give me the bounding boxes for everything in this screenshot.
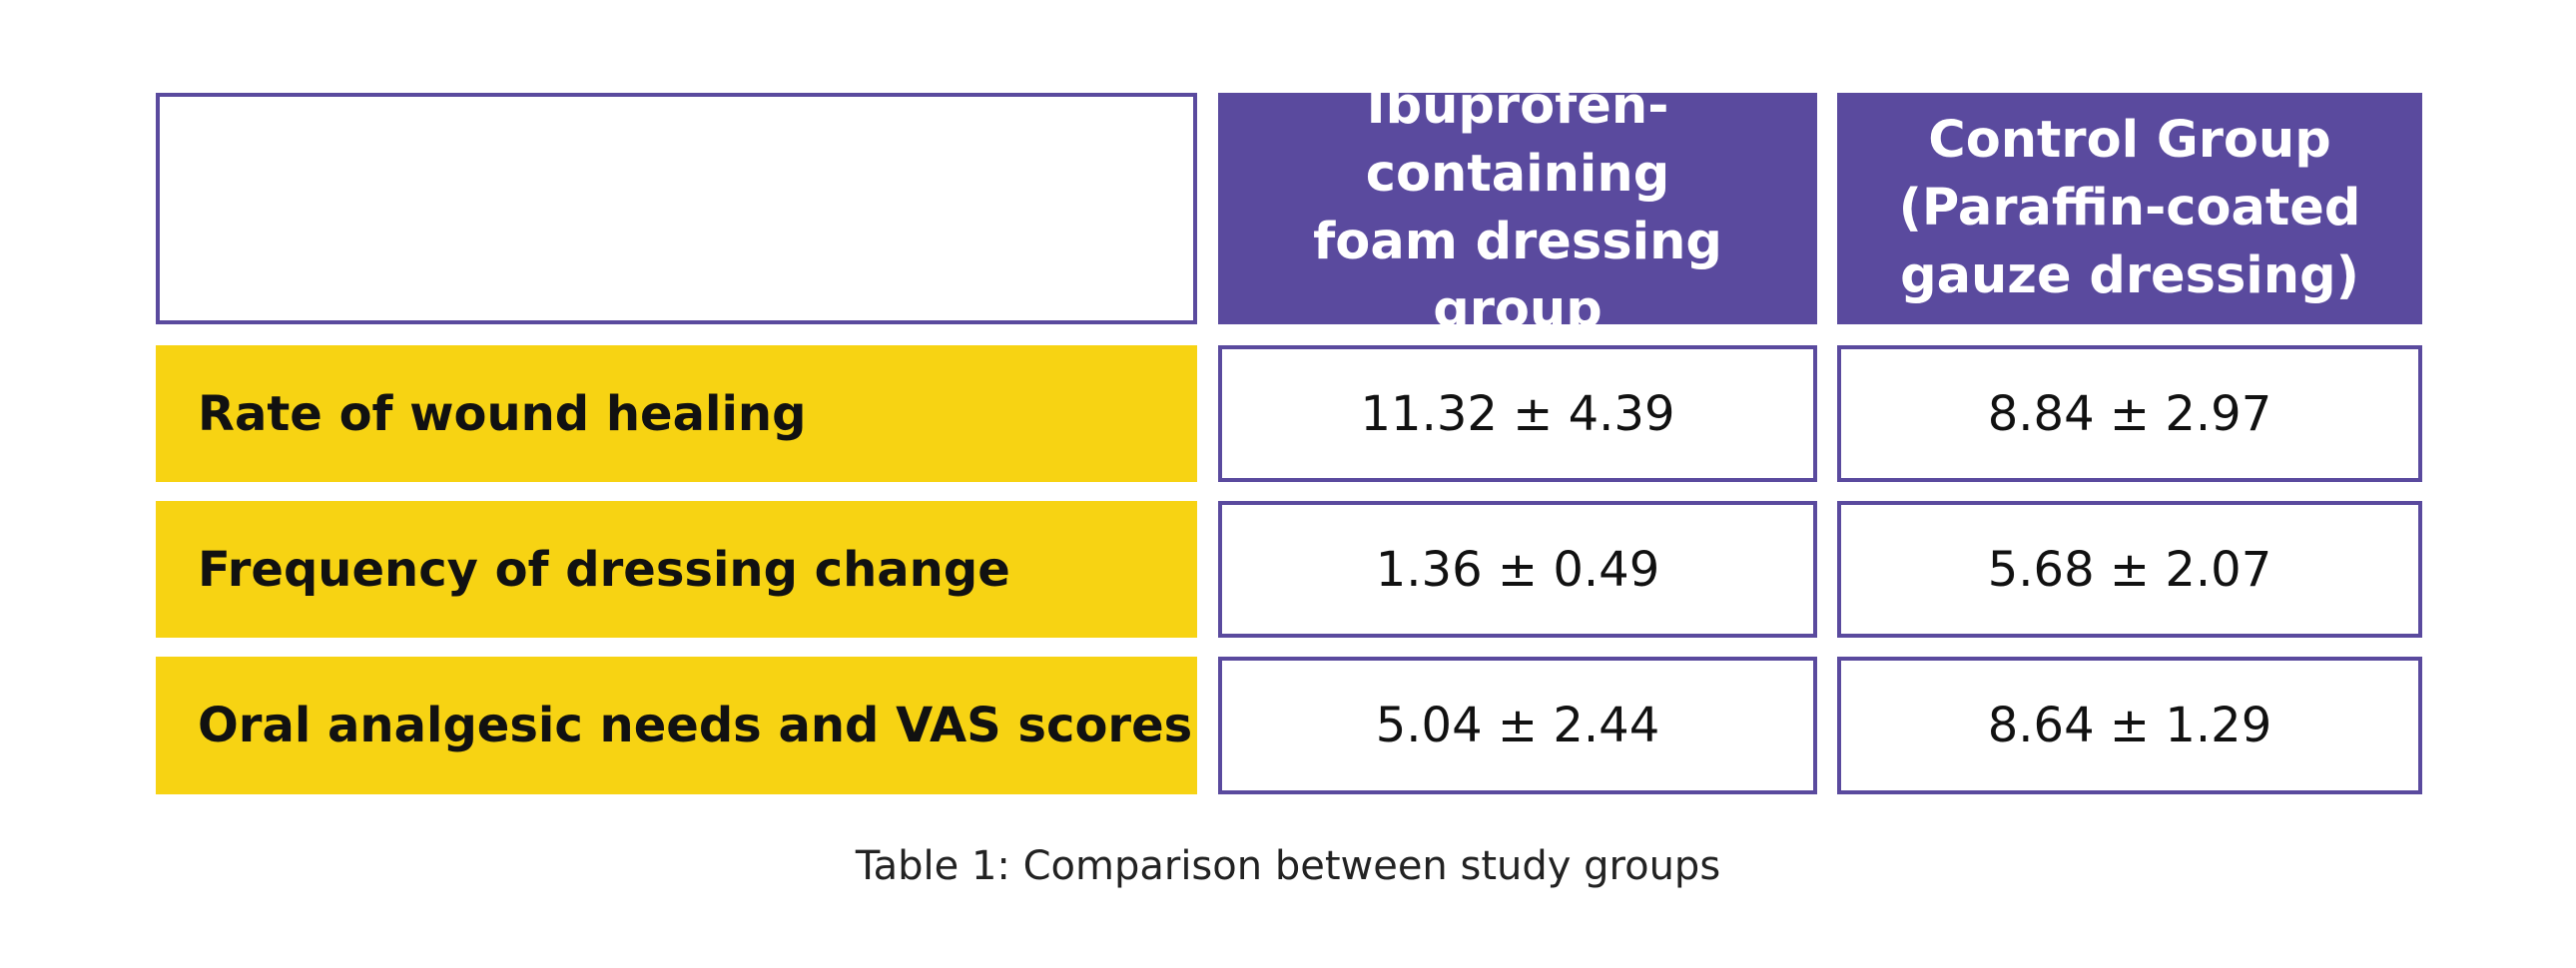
table-corner-cell <box>156 93 1197 324</box>
table-cell-wound-healing-ibuprofen: 11.32 ± 4.39 <box>1218 345 1817 482</box>
table-cell-analgesic-vas-ibuprofen: 5.04 ± 2.44 <box>1218 657 1817 794</box>
table-cell-wound-healing-control: 8.84 ± 2.97 <box>1837 345 2422 482</box>
table-cell-dressing-change-ibuprofen: 1.36 ± 0.49 <box>1218 501 1817 638</box>
row-label-analgesic-vas: Oral analgesic needs and VAS scores <box>156 657 1197 794</box>
row-label-dressing-change: Frequency of dressing change <box>156 501 1197 638</box>
table-cell-analgesic-vas-control: 8.64 ± 1.29 <box>1837 657 2422 794</box>
table-caption: Table 1: Comparison between study groups <box>855 843 1721 889</box>
table-cell-dressing-change-control: 5.68 ± 2.07 <box>1837 501 2422 638</box>
column-header-control-group: Control Group (Paraffin-coated gauze dre… <box>1837 93 2422 324</box>
row-label-wound-healing: Rate of wound healing <box>156 345 1197 482</box>
column-header-ibuprofen-group: Ibuprofen-containing foam dressing group <box>1218 77 1817 339</box>
